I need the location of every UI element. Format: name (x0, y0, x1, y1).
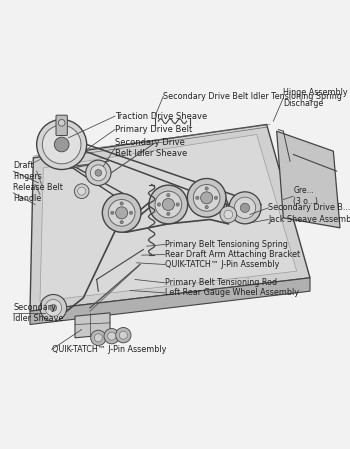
Circle shape (102, 194, 141, 232)
FancyBboxPatch shape (56, 115, 67, 136)
Text: Traction Drive Sheave: Traction Drive Sheave (115, 112, 207, 121)
Text: Gre...
(3 o...): Gre... (3 o...) (293, 186, 318, 206)
Text: Secondary Drive B...: Secondary Drive B... (268, 203, 350, 212)
Circle shape (37, 119, 87, 170)
Circle shape (40, 295, 66, 321)
Circle shape (94, 334, 102, 342)
Circle shape (50, 304, 57, 311)
Text: Draft
Fingers: Draft Fingers (13, 162, 42, 181)
Circle shape (90, 165, 106, 181)
Polygon shape (30, 124, 310, 311)
Polygon shape (75, 313, 110, 338)
Polygon shape (40, 135, 297, 301)
Circle shape (119, 331, 127, 339)
Text: QUIK-TATCH™ J-Pin Assembly: QUIK-TATCH™ J-Pin Assembly (165, 260, 279, 269)
Circle shape (187, 179, 226, 217)
Circle shape (91, 330, 106, 345)
Circle shape (130, 211, 133, 215)
Circle shape (155, 191, 182, 218)
Circle shape (45, 299, 62, 316)
Circle shape (214, 196, 218, 199)
Text: Primary Belt Tensioning Rod: Primary Belt Tensioning Rod (165, 278, 277, 287)
Circle shape (120, 220, 123, 224)
Polygon shape (30, 278, 310, 325)
Circle shape (158, 203, 161, 206)
Circle shape (120, 202, 123, 205)
Circle shape (196, 196, 199, 199)
Circle shape (108, 199, 135, 226)
Circle shape (205, 187, 208, 190)
Circle shape (205, 206, 208, 209)
Text: QUIK-TATCH™ J-Pin Assembly: QUIK-TATCH™ J-Pin Assembly (52, 345, 166, 354)
Text: Secondary
Idler Sheave: Secondary Idler Sheave (13, 303, 64, 322)
Circle shape (229, 192, 261, 224)
Circle shape (167, 194, 170, 197)
Text: Primary Belt Tensioning Spring: Primary Belt Tensioning Spring (165, 240, 288, 249)
Circle shape (95, 170, 102, 176)
Circle shape (176, 203, 179, 206)
Text: Release Belt
Handle: Release Belt Handle (13, 183, 63, 202)
Circle shape (78, 187, 86, 195)
Polygon shape (276, 131, 340, 228)
Circle shape (193, 185, 220, 211)
Text: Primary Drive Belt: Primary Drive Belt (115, 125, 192, 134)
Circle shape (240, 203, 250, 212)
Text: Secondary Drive
Belt Idler Sheave: Secondary Drive Belt Idler Sheave (115, 138, 187, 158)
Circle shape (104, 329, 119, 344)
Circle shape (86, 160, 111, 185)
Circle shape (220, 206, 237, 223)
Text: Jack Sheave Assembly: Jack Sheave Assembly (268, 215, 350, 224)
Text: Hinge Assembly
Discharge: Hinge Assembly Discharge (284, 88, 348, 107)
Circle shape (42, 125, 81, 164)
Circle shape (201, 192, 213, 204)
Text: Secondary Drive Belt Idler Tensioning Spring: Secondary Drive Belt Idler Tensioning Sp… (163, 92, 342, 101)
Circle shape (224, 210, 233, 219)
Circle shape (116, 327, 131, 343)
Circle shape (162, 198, 174, 211)
Circle shape (167, 212, 170, 216)
Text: Rear Draft Arm Attaching Bracket: Rear Draft Arm Attaching Bracket (165, 250, 300, 259)
Circle shape (116, 207, 128, 219)
Circle shape (149, 185, 188, 224)
Circle shape (58, 119, 65, 126)
Circle shape (111, 211, 114, 215)
Circle shape (74, 184, 89, 198)
Circle shape (54, 137, 69, 152)
Circle shape (108, 332, 116, 340)
Circle shape (234, 197, 255, 219)
Text: Left Rear Gauge Wheel Assembly: Left Rear Gauge Wheel Assembly (165, 288, 299, 297)
